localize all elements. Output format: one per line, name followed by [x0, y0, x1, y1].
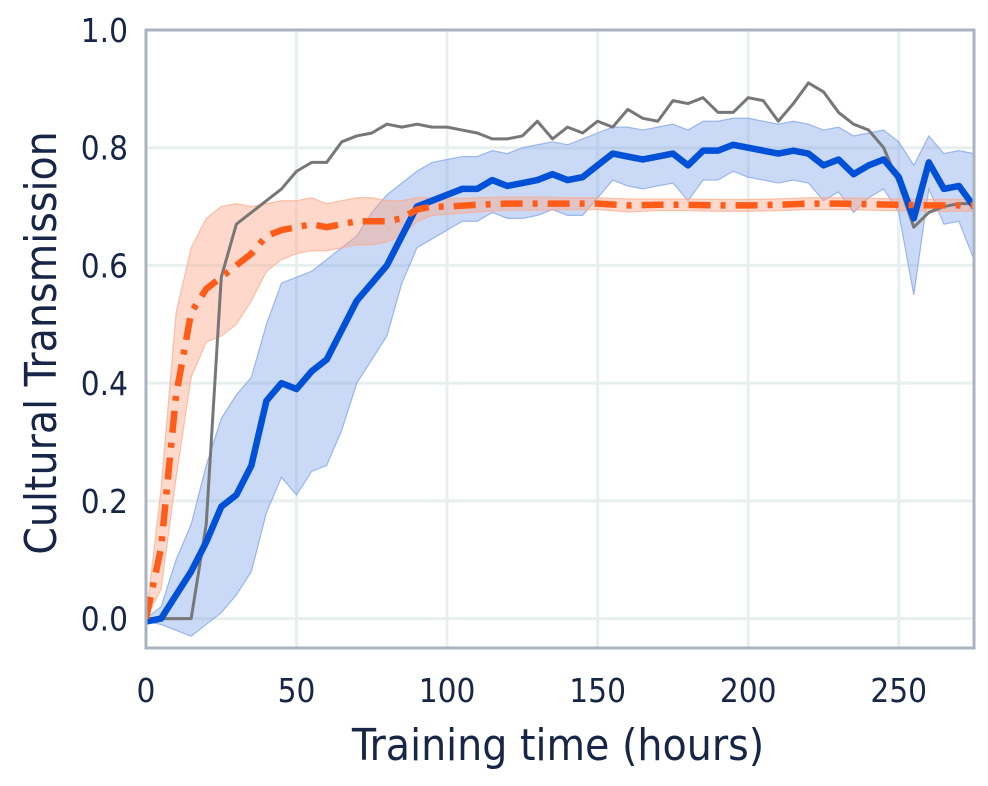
- y-axis-title: Cultural Transmission: [16, 131, 67, 555]
- y-tick-label: 0.6: [81, 246, 128, 285]
- y-tick-label: 1.0: [81, 11, 128, 50]
- confidence-bands: [146, 117, 974, 637]
- x-tick-labels: 0 50 100 150 200 250: [137, 671, 928, 710]
- confidence-band-orange: [146, 196, 974, 619]
- x-axis-title: Training time (hours): [351, 720, 764, 771]
- y-tick-label: 0.8: [81, 129, 128, 168]
- y-tick-label: 0.0: [81, 600, 128, 639]
- x-tick-label: 250: [870, 671, 927, 710]
- series-line-orange: [146, 200, 974, 620]
- x-tick-label: 50: [278, 671, 316, 710]
- x-tick-label: 200: [720, 671, 777, 710]
- y-tick-labels: 0.0 0.2 0.4 0.6 0.8 1.0: [81, 11, 128, 639]
- y-tick-label: 0.2: [81, 482, 128, 521]
- x-tick-label: 150: [569, 671, 626, 710]
- x-tick-label: 0: [137, 671, 156, 710]
- x-tick-label: 100: [419, 671, 476, 710]
- series-line-blue: [146, 141, 974, 625]
- y-tick-label: 0.4: [81, 364, 128, 403]
- series-line-gray: [146, 81, 974, 621]
- series-lines: [146, 81, 974, 625]
- plot-frame: [144, 28, 976, 650]
- confidence-band-blue: [146, 117, 974, 637]
